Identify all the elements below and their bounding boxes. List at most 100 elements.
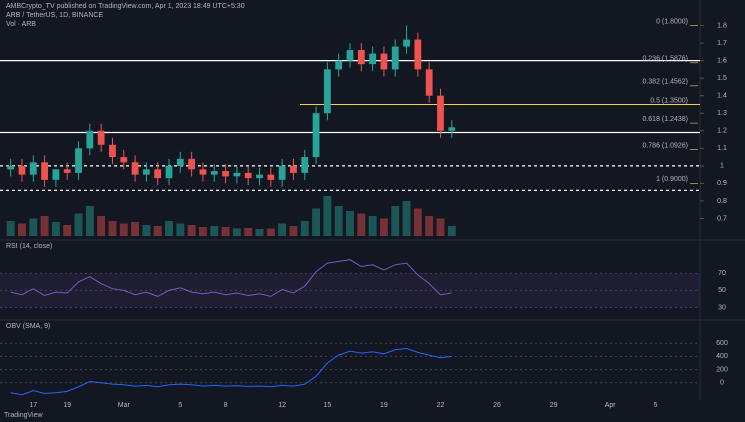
x-tick-label: 29 xyxy=(550,402,558,409)
volume-bar xyxy=(334,206,343,236)
volume-bar xyxy=(131,222,140,236)
y-tick-label: 1.7 xyxy=(717,40,727,47)
volume-bar xyxy=(153,226,162,236)
fib-label: 0.236 (1.5876) xyxy=(642,56,688,63)
fib-label: 0.786 (1.0926) xyxy=(642,142,688,149)
volume-bar xyxy=(119,223,128,236)
obv-label: OBV (SMA, 9) xyxy=(6,323,50,330)
candle-body xyxy=(437,95,444,131)
candle-body xyxy=(335,60,343,70)
volume-bar xyxy=(165,221,173,236)
candle-body xyxy=(357,50,365,65)
volume-bar xyxy=(425,216,434,236)
volume-bar xyxy=(357,213,366,236)
y-tick-label: 0.9 xyxy=(717,180,727,187)
volume-bar xyxy=(379,218,388,236)
fib-label: 0.5 (1.3500) xyxy=(650,97,688,104)
candle-body xyxy=(131,162,139,175)
y-tick-label: 1 xyxy=(720,163,724,170)
fib-label: 1 (0.9000) xyxy=(656,176,688,183)
candle-body xyxy=(256,174,263,179)
y-tick-label: 1.2 xyxy=(717,128,727,135)
volume-bar xyxy=(221,227,230,236)
candle-body xyxy=(323,69,331,114)
candle-body xyxy=(244,172,252,179)
candle-body xyxy=(176,158,184,166)
indicator-tick-label: 0 xyxy=(720,380,724,387)
volume-bar xyxy=(142,225,151,236)
candle-body xyxy=(188,158,196,170)
candle-body xyxy=(222,171,229,177)
volume-bar xyxy=(232,228,241,236)
volume-bar xyxy=(323,196,332,236)
chart-title: ARB / TetherUS, 1D, BINANCE xyxy=(6,12,103,19)
volume-bar xyxy=(266,228,275,236)
volume-bar xyxy=(436,218,445,236)
indicator-tick-label: 400 xyxy=(716,353,728,360)
volume-bar xyxy=(312,208,321,236)
volume-bar xyxy=(18,223,26,236)
candle-body xyxy=(346,50,354,61)
candle-body xyxy=(210,171,218,175)
x-tick-label: 5 xyxy=(653,402,657,409)
footer: TradingView xyxy=(4,412,43,419)
volume-bar xyxy=(278,223,287,236)
volume-bar xyxy=(85,206,94,236)
candle-body xyxy=(97,130,105,145)
candle-body xyxy=(312,113,320,158)
candle-body xyxy=(414,39,422,70)
volume-bar xyxy=(74,213,83,236)
y-tick-label: 1.4 xyxy=(717,93,727,100)
candle-body xyxy=(369,53,377,65)
publisher: AMBCrypto_TV published on TradingView.co… xyxy=(6,3,245,10)
volume-bar xyxy=(346,211,354,236)
candle-body xyxy=(52,169,60,180)
fib-label: 0 (1.8000) xyxy=(656,18,688,25)
candle-body xyxy=(7,165,15,170)
candle-body xyxy=(154,169,162,179)
x-tick-label: Apr xyxy=(605,402,617,409)
candle-body xyxy=(75,148,82,173)
volume-bar xyxy=(289,226,298,236)
volume-bar xyxy=(300,221,309,236)
volume-bar xyxy=(244,228,253,236)
x-tick-label: 19 xyxy=(63,402,71,409)
candle-body xyxy=(120,157,128,163)
volume-bar xyxy=(198,227,207,236)
candle-body xyxy=(267,174,275,180)
x-tick-label: 26 xyxy=(493,402,501,409)
candle-body xyxy=(290,165,297,173)
x-tick-label: 5 xyxy=(178,402,182,409)
candle-body xyxy=(278,165,286,180)
fib-label: 0.382 (1.4562) xyxy=(642,79,688,86)
candle-body xyxy=(86,130,94,149)
candle-body xyxy=(143,169,150,175)
volume-bar xyxy=(187,225,196,236)
candle-body xyxy=(165,165,173,179)
volume-label: Vol · ARB xyxy=(6,21,36,28)
y-tick-label: 1.3 xyxy=(717,110,727,117)
fib-label: 0.618 (1.2438) xyxy=(642,116,688,123)
candle-body xyxy=(233,172,241,177)
indicator-tick-label: 600 xyxy=(716,340,728,347)
obv-line xyxy=(10,347,452,396)
candle-body xyxy=(403,39,410,47)
y-tick-label: 1.8 xyxy=(717,22,727,29)
y-tick-label: 1.6 xyxy=(717,57,727,64)
x-tick-label: 12 xyxy=(278,402,286,409)
y-tick-label: 1.1 xyxy=(717,145,727,152)
indicator-tick-label: 30 xyxy=(718,304,726,311)
candle-body xyxy=(199,169,207,175)
x-tick-label: 8 xyxy=(224,402,228,409)
candle-body xyxy=(380,53,388,70)
candle-body xyxy=(18,165,26,175)
y-tick-label: 0.8 xyxy=(717,198,727,205)
rsi-label: RSI (14, close) xyxy=(6,243,52,250)
volume-bar xyxy=(402,201,411,236)
indicator-tick-label: 50 xyxy=(718,287,726,294)
candle-body xyxy=(391,46,399,70)
x-tick-label: Mar xyxy=(118,402,131,409)
volume-bar xyxy=(108,221,117,236)
volume-bar xyxy=(447,226,456,236)
volume-bar xyxy=(29,218,38,236)
